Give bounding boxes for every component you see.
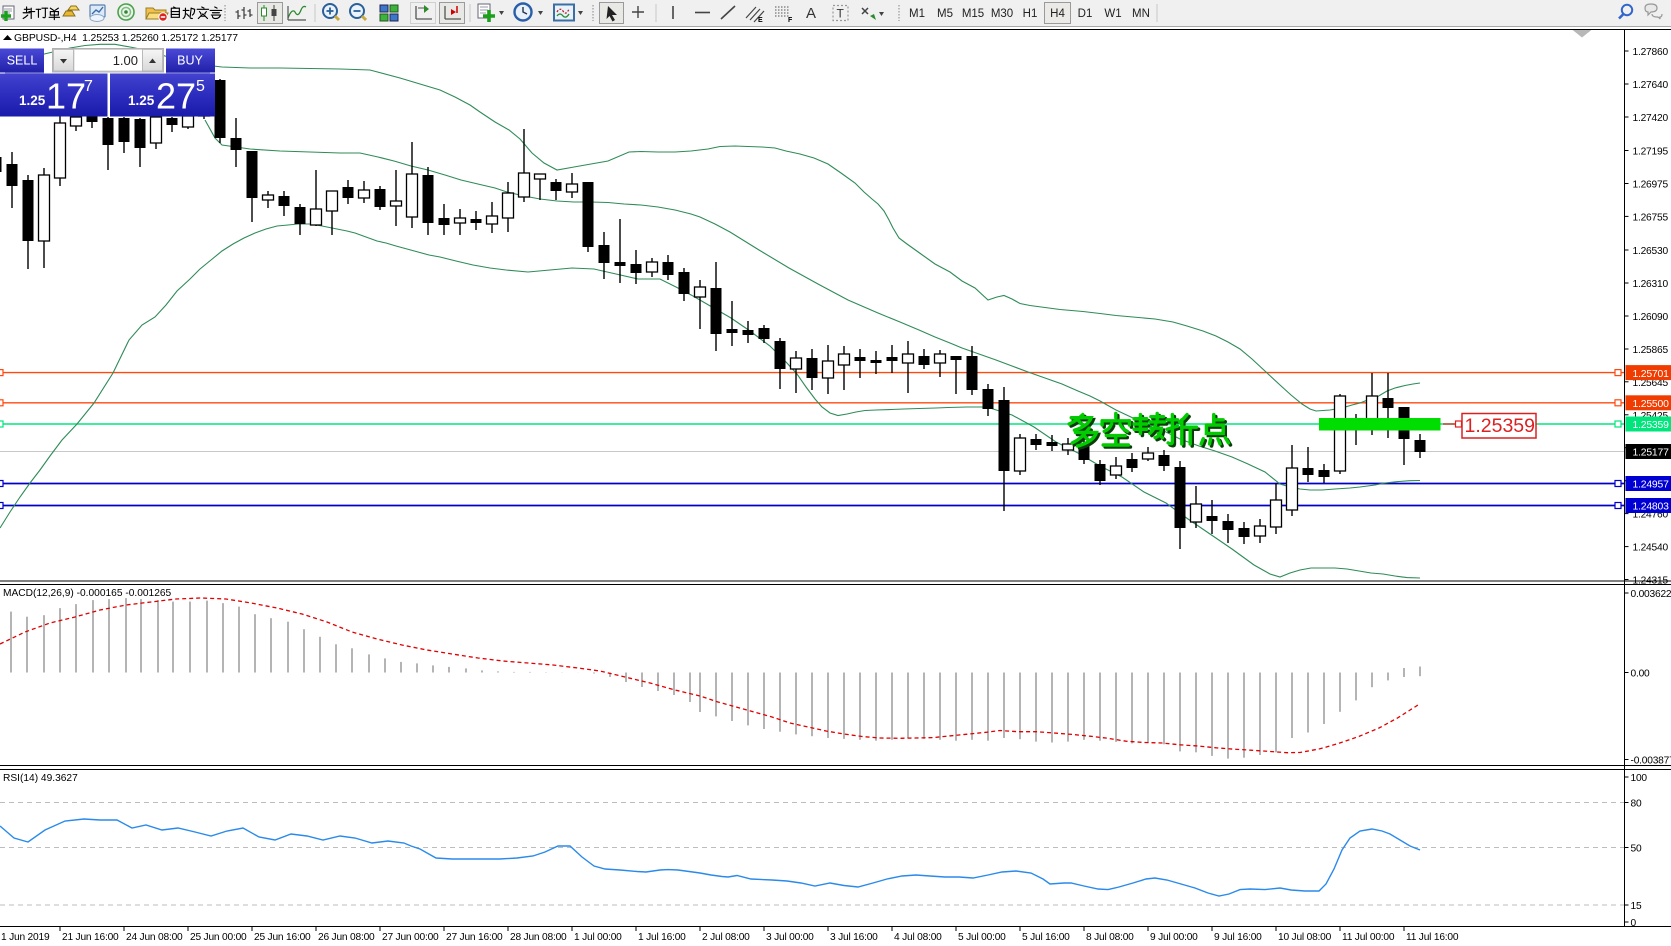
svg-text:T: T <box>837 7 845 21</box>
svg-text:7: 7 <box>84 78 93 95</box>
svg-text:GBPUSD-,H4 1.25253 1.25260 1.: GBPUSD-,H4 1.25253 1.25260 1.25172 1.251… <box>14 33 238 44</box>
svg-text:1.25359: 1.25359 <box>1465 415 1536 437</box>
svg-text:1.25: 1.25 <box>19 93 46 108</box>
svg-text:W1: W1 <box>1104 8 1121 20</box>
svg-text:5: 5 <box>196 78 205 95</box>
svg-text:SELL: SELL <box>7 54 38 68</box>
svg-text:0.003622: 0.003622 <box>1631 589 1671 600</box>
svg-text:2 Jul 08:00: 2 Jul 08:00 <box>702 932 750 943</box>
svg-text:1 Jul 16:00: 1 Jul 16:00 <box>638 932 686 943</box>
svg-text:0: 0 <box>1631 918 1637 929</box>
svg-text:1 Jul 00:00: 1 Jul 00:00 <box>574 932 622 943</box>
svg-text:26 Jun 08:00: 26 Jun 08:00 <box>318 932 375 943</box>
svg-text:15: 15 <box>1631 901 1642 912</box>
svg-text:1.25425: 1.25425 <box>1633 411 1669 422</box>
svg-text:F: F <box>788 17 793 24</box>
svg-text:8 Jul 08:00: 8 Jul 08:00 <box>1086 932 1134 943</box>
svg-text:21 Jun 16:00: 21 Jun 16:00 <box>62 932 119 943</box>
svg-text:100: 100 <box>1631 773 1648 784</box>
svg-text:1.24540: 1.24540 <box>1633 543 1669 554</box>
svg-text:4 Jul 08:00: 4 Jul 08:00 <box>894 932 942 943</box>
svg-text:1.25645: 1.25645 <box>1633 378 1669 389</box>
svg-text:-0.003877: -0.003877 <box>1631 756 1671 767</box>
svg-text:10 Jul 08:00: 10 Jul 08:00 <box>1278 932 1332 943</box>
svg-text:1.24760: 1.24760 <box>1633 510 1669 521</box>
svg-text:1.25500: 1.25500 <box>1633 399 1670 410</box>
svg-text:9 Jul 16:00: 9 Jul 16:00 <box>1214 932 1262 943</box>
svg-text:1 Jun 2019: 1 Jun 2019 <box>1 932 50 943</box>
svg-text:1.24957: 1.24957 <box>1633 480 1670 491</box>
svg-text:11 Jul 16:00: 11 Jul 16:00 <box>1406 932 1459 943</box>
svg-text:80: 80 <box>1631 799 1642 810</box>
svg-text:E: E <box>758 17 763 24</box>
svg-text:M5: M5 <box>937 8 953 20</box>
svg-text:1.27640: 1.27640 <box>1633 80 1669 91</box>
svg-text:28 Jun 08:00: 28 Jun 08:00 <box>510 932 567 943</box>
svg-text:1.27420: 1.27420 <box>1633 113 1669 124</box>
svg-text:5 Jul 00:00: 5 Jul 00:00 <box>958 932 1006 943</box>
svg-text:27 Jun 16:00: 27 Jun 16:00 <box>446 932 503 943</box>
svg-text:MN: MN <box>1132 8 1150 20</box>
svg-text:50: 50 <box>1631 844 1642 855</box>
svg-text:H4: H4 <box>1050 8 1065 20</box>
svg-text:1.27860: 1.27860 <box>1633 47 1669 58</box>
svg-text:1.24803: 1.24803 <box>1633 502 1670 513</box>
svg-text:27: 27 <box>156 76 196 117</box>
svg-text:5 Jul 16:00: 5 Jul 16:00 <box>1022 932 1070 943</box>
svg-text:BUY: BUY <box>177 54 203 68</box>
svg-text:1.25701: 1.25701 <box>1633 369 1670 380</box>
svg-text:17: 17 <box>46 76 86 117</box>
svg-text:0.00: 0.00 <box>1631 669 1651 680</box>
svg-text:RSI(14) 49.3627: RSI(14) 49.3627 <box>3 773 78 784</box>
svg-text:D1: D1 <box>1078 8 1093 20</box>
svg-text:1.27195: 1.27195 <box>1633 147 1669 158</box>
svg-text:M30: M30 <box>991 8 1013 20</box>
svg-text:1.26090: 1.26090 <box>1633 312 1669 323</box>
svg-text:1.25177: 1.25177 <box>1633 448 1670 459</box>
svg-text:M15: M15 <box>962 8 984 20</box>
svg-text:1.26975: 1.26975 <box>1633 180 1669 191</box>
svg-text:3 Jul 16:00: 3 Jul 16:00 <box>830 932 878 943</box>
svg-text:25 Jun 00:00: 25 Jun 00:00 <box>190 932 247 943</box>
svg-text:25 Jun 16:00: 25 Jun 16:00 <box>254 932 311 943</box>
svg-text:1.26310: 1.26310 <box>1633 279 1669 290</box>
svg-text:M1: M1 <box>909 8 925 20</box>
svg-text:1.24315: 1.24315 <box>1633 576 1669 587</box>
svg-text:1.00: 1.00 <box>113 53 138 68</box>
svg-text:1.25: 1.25 <box>128 93 155 108</box>
svg-text:9 Jul 00:00: 9 Jul 00:00 <box>1150 932 1198 943</box>
svg-text:1.26755: 1.26755 <box>1633 212 1669 223</box>
svg-text:MACD(12,26,9) -0.000165 -0.001: MACD(12,26,9) -0.000165 -0.001265 <box>3 588 172 599</box>
svg-text:H1: H1 <box>1023 8 1038 20</box>
svg-text:11 Jul 00:00: 11 Jul 00:00 <box>1342 932 1395 943</box>
svg-text:1.26530: 1.26530 <box>1633 246 1669 257</box>
svg-text:3 Jul 00:00: 3 Jul 00:00 <box>766 932 814 943</box>
svg-text:A: A <box>806 5 816 22</box>
svg-text:1.25865: 1.25865 <box>1633 345 1669 356</box>
svg-text:27 Jun 00:00: 27 Jun 00:00 <box>382 932 439 943</box>
svg-text:24 Jun 08:00: 24 Jun 08:00 <box>126 932 183 943</box>
svg-text:1.25359: 1.25359 <box>1633 420 1670 431</box>
